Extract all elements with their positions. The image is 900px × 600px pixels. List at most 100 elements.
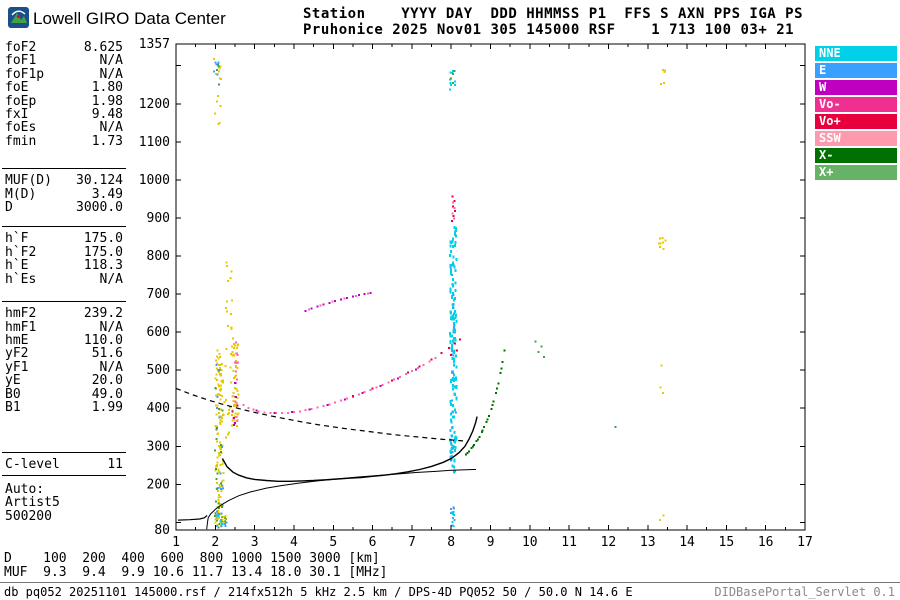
x-tick-label: 13 — [640, 535, 656, 550]
param-label: fmin — [5, 133, 37, 149]
param-value: 175.0 — [83, 231, 123, 247]
param-label: C-level — [5, 457, 60, 473]
y-tick-label: 80 — [154, 523, 170, 538]
param-value: 110.0 — [83, 332, 123, 348]
x-tick-label: 8 — [447, 535, 455, 550]
param-row: C-level 11 — [2, 457, 126, 473]
param-label: hmE — [5, 332, 29, 348]
param-row: yE 20.0 — [2, 373, 126, 389]
x-tick-label: 9 — [487, 535, 495, 550]
param-row: foF1 N/A — [2, 53, 126, 69]
legend-item-nne: NNE — [815, 46, 897, 61]
y-tick-label: 700 — [147, 287, 170, 302]
param-label: hmF1 — [5, 319, 37, 335]
param-label: yF2 — [5, 346, 29, 362]
station-header-line2: Pruhonice 2025 Nov01 305 145000 RSF 1 71… — [303, 22, 795, 38]
param-label: MUF(D) — [5, 173, 52, 189]
panel-separator — [2, 168, 126, 170]
param-row: foF1p N/A — [2, 66, 126, 82]
param-value: 118.3 — [83, 258, 123, 274]
param-row: h`E 118.3 — [2, 258, 126, 274]
param-row: hmE 110.0 — [2, 332, 126, 348]
param-value: N/A — [99, 66, 123, 82]
page-title: Lowell GIRO Data Center — [33, 9, 226, 28]
direction-legend: NNE E W Vo- Vo+ SSW X- X+ — [815, 46, 897, 182]
autoscaling-info: Auto: Artist5 500200 — [2, 481, 126, 524]
legend-item-vo: Vo- — [815, 97, 897, 112]
param-label: foEs — [5, 120, 37, 136]
x-tick-label: 12 — [601, 535, 617, 550]
param-label: yE — [5, 373, 21, 389]
param-row: hmF2 239.2 — [2, 306, 126, 322]
x-tick-label: 17 — [797, 535, 813, 550]
param-row: foE 1.80 — [2, 80, 126, 96]
legend-item-e: E — [815, 63, 897, 78]
param-value: 1.73 — [91, 133, 123, 149]
auto-line: 500200 — [5, 508, 52, 524]
param-row: yF2 51.6 — [2, 346, 126, 362]
param-label: hmF2 — [5, 306, 37, 322]
param-value: 3000.0 — [76, 200, 123, 216]
y-tick-label: 1200 — [139, 97, 170, 112]
param-value: 49.0 — [91, 386, 123, 402]
y-tick-label: 300 — [147, 439, 170, 454]
x-tick-label: 15 — [719, 535, 735, 550]
x-tick-label: 7 — [408, 535, 416, 550]
x-tick-label: 2 — [211, 535, 219, 550]
y-tick-label: 400 — [147, 401, 170, 416]
param-value: 20.0 — [91, 373, 123, 389]
param-row: fxI 9.48 — [2, 107, 126, 123]
d-muf-table: D 100 200 400 600 800 1000 1500 3000 [km… — [4, 551, 388, 580]
legend-item-ssw: SSW — [815, 131, 897, 146]
param-value: N/A — [99, 53, 123, 69]
param-label: foF2 — [5, 40, 37, 55]
param-label: foF1 — [5, 53, 37, 69]
y-tick-label: 1100 — [139, 135, 170, 150]
param-row: foEs N/A — [2, 120, 126, 136]
param-value: 1.80 — [91, 80, 123, 96]
param-value: N/A — [99, 120, 123, 136]
panel-separator — [2, 474, 126, 476]
servlet-version-label: DIDBasePortal_Servlet 0.1 — [714, 585, 895, 599]
panel-separator — [2, 226, 126, 228]
legend-item-x: X+ — [815, 165, 897, 180]
param-label: foE — [5, 80, 29, 96]
param-value: 239.2 — [83, 306, 123, 322]
param-value: 30.124 — [76, 173, 123, 189]
x-tick-label: 10 — [522, 535, 538, 550]
param-value: N/A — [99, 271, 123, 287]
param-value: 1.98 — [91, 93, 123, 109]
param-label: h`F2 — [5, 244, 37, 260]
param-row: h`F 175.0 — [2, 231, 126, 247]
y-tick-label: 1000 — [139, 173, 170, 188]
panel-separator — [2, 301, 126, 303]
param-value: 11 — [107, 457, 123, 473]
x-tick-label: 14 — [679, 535, 695, 550]
param-label: M(D) — [5, 186, 37, 202]
param-row: yF1 N/A — [2, 359, 126, 375]
y-tick-label: 1357 — [139, 37, 170, 52]
y-tick-label: 900 — [147, 211, 170, 226]
station-header-line1: Station YYYY DAY DDD HHMMSS P1 FFS S AXN… — [303, 6, 804, 22]
param-label: fxI — [5, 107, 29, 123]
param-label: h`E — [5, 258, 29, 274]
param-value: 1.99 — [91, 399, 123, 415]
param-label: foF1p — [5, 66, 45, 82]
param-label: h`Es — [5, 271, 37, 287]
legend-item-w: W — [815, 80, 897, 95]
x-tick-label: 11 — [561, 535, 577, 550]
panel-separator — [2, 452, 126, 454]
x-tick-label: 3 — [251, 535, 259, 550]
param-row: fmin 1.73 — [2, 133, 126, 149]
param-value: 8.625 — [83, 40, 123, 55]
y-tick-label: 500 — [147, 363, 170, 378]
param-value: N/A — [99, 359, 123, 375]
param-row: D 3000.0 — [2, 200, 126, 216]
auto-line: Auto: — [5, 481, 45, 497]
x-tick-label: 16 — [758, 535, 774, 550]
x-tick-label: 1 — [172, 535, 180, 550]
param-value: 3.49 — [91, 186, 123, 202]
param-row: h`Es N/A — [2, 271, 126, 287]
legend-item-x: X- — [815, 148, 897, 163]
